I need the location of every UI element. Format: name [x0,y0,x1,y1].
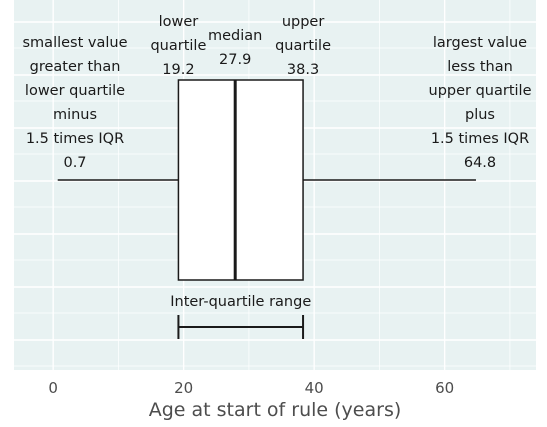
upper-whisker-annotation: largest value less than upper quartile plus… [429,35,532,171]
q1-annotation-line: quartile [150,38,206,54]
lower-whisker-annotation-line: lower quartile [25,83,125,99]
q1-annotation-line: 19.2 [162,62,194,78]
x-tick-label: 60 [435,379,454,397]
upper-whisker-annotation-line: largest value [433,35,527,51]
lower-whisker-annotation-line: minus [53,107,97,123]
upper-whisker-annotation-line: 1.5 times IQR [431,131,529,147]
median-annotation: median 27.9 [208,28,262,68]
upper-whisker-annotation-line: upper quartile [429,83,532,99]
lower-whisker-annotation: smallest value greater than lower quartile… [23,35,128,171]
lower-whisker-annotation-line: 0.7 [63,155,86,171]
q3-annotation-line: 38.3 [287,62,319,78]
q3-annotation: upper quartile 38.3 [275,14,331,78]
median-annotation-line: median [208,28,262,44]
upper-whisker-annotation-line: 64.8 [464,155,496,171]
lower-whisker-annotation-line: 1.5 times IQR [26,131,124,147]
iqr-label: Inter-quartile range [170,294,311,310]
upper-whisker-annotation-line: plus [465,107,495,123]
x-axis-title: Age at start of rule (years) [149,399,402,421]
x-tick-label: 0 [48,379,58,397]
x-tick-label: 20 [174,379,193,397]
x-axis-ticks: 0 20 40 60 [48,379,454,397]
lower-whisker-annotation-line: greater than [30,59,121,75]
upper-whisker-annotation-line: less than [447,59,513,75]
q3-annotation-line: quartile [275,38,331,54]
q1-annotation: lower quartile 19.2 [150,14,206,78]
x-tick-label: 40 [305,379,324,397]
iqr-box [177,79,304,281]
lower-whisker-annotation-line: smallest value [23,35,128,51]
q1-annotation-line: lower [159,14,199,30]
q3-annotation-line: upper [282,14,325,30]
median-annotation-line: 27.9 [219,52,251,68]
